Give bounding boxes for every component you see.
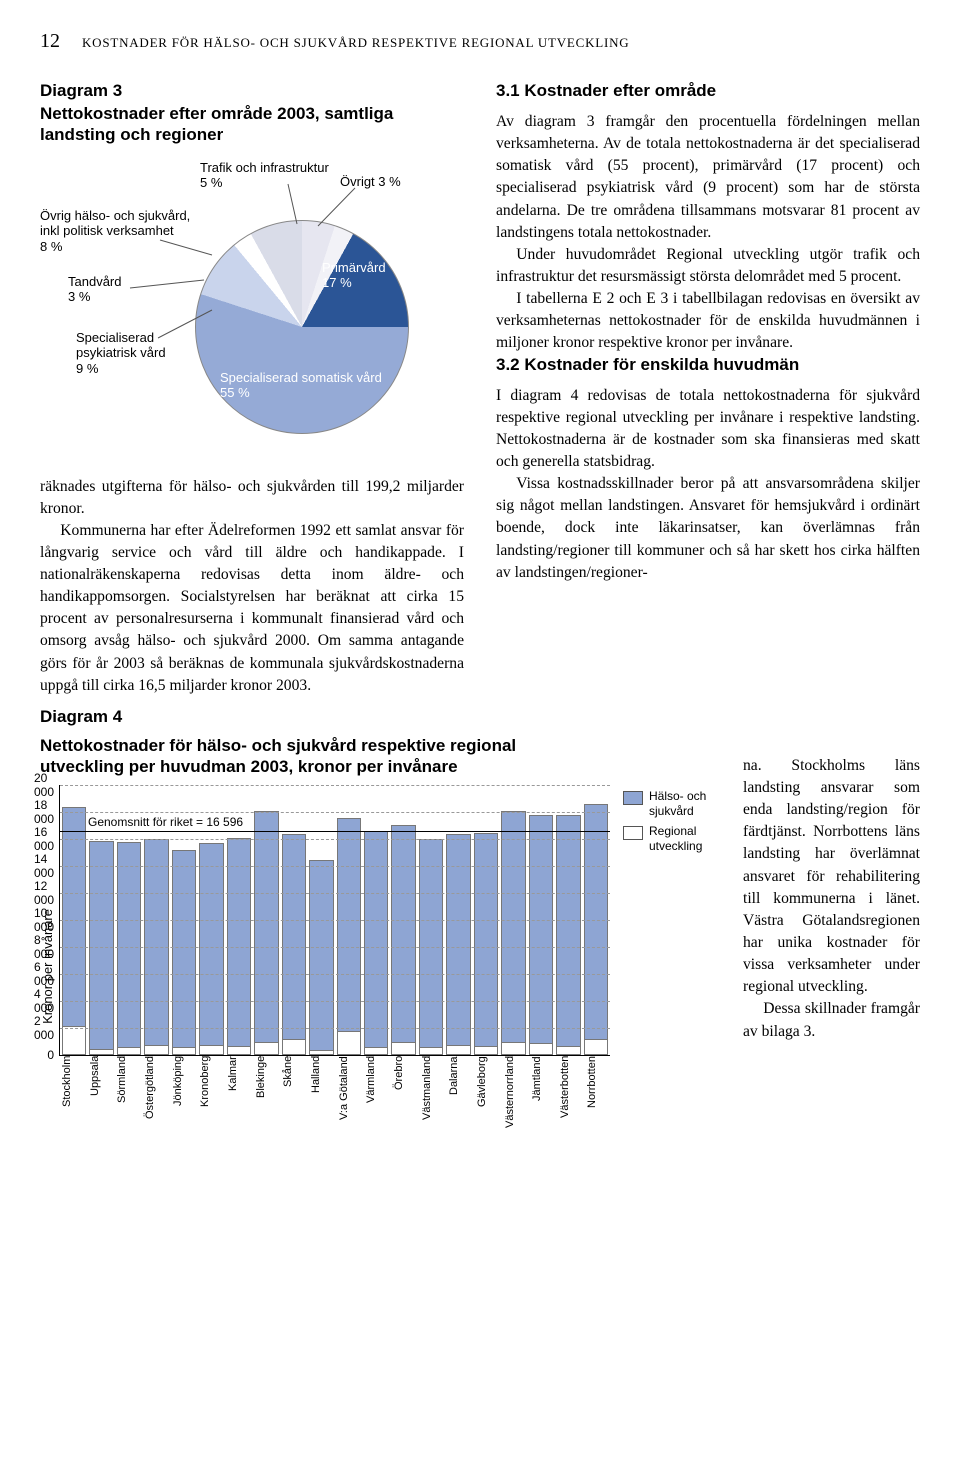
ytick: 12 000 [34,879,60,907]
bar-kronoberg [199,843,223,1055]
section-3-2-tail: na. Stockholms läns landsting ansvarar s… [743,755,920,1043]
bar-j-mtland [529,815,553,1055]
pie-label-primar: Primärvård 17 % [322,260,386,291]
pie-label-psyk: Specialiserad psykiatrisk vård 9 % [76,330,166,377]
bar-v-sternorrland [501,811,525,1055]
pie-disc [195,220,409,434]
diagram4-legend: Hälso- och sjukvård Regional utveckling [623,789,729,1148]
sec31-p3: I tabellerna E 2 och E 3 i tabellbilagan… [496,288,920,354]
section-3-1-body: Av diagram 3 framgår den procentuella fö… [496,111,920,355]
pie-label-ovrigt: Övrigt 3 % [340,174,401,190]
ytick: 10 000 [34,906,60,934]
bar-v-rmland [364,831,388,1055]
sec32-p2tail: na. Stockholms läns landsting ansvarar s… [743,755,920,999]
xlabel: Norrbotten [586,1056,611,1148]
xlabel: Västerbotten [559,1056,584,1148]
pie-label-ovrighs: Övrig hälso- och sjukvård, inkl politisk… [40,208,190,255]
bar-norrbotten [584,804,608,1055]
bar-v-a-g-taland [337,818,361,1056]
xlabel: Uppsala [89,1056,114,1148]
sec32-p1: I diagram 4 redovisas de totala nettokos… [496,385,920,474]
legend-swatch-halso [623,791,643,805]
ytick: 20 000 [34,771,60,799]
section-3-2-heading: 3.2 Kostnader för enskilda huvudmän [496,355,920,375]
diagram3-title: Diagram 3 [40,81,464,101]
xlabel: Skåne [282,1056,307,1148]
xlabel: Västernorrland [504,1056,529,1148]
bar-halland [309,860,333,1056]
sec31-p1: Av diagram 3 framgår den procentuella fö… [496,111,920,244]
xlabel: Värmland [365,1056,390,1148]
pie-label-somatisk: Specialiserad somatisk vård 55 % [220,370,382,401]
diagram3-subtitle: Nettokostnader efter område 2003, samtli… [40,103,464,146]
pie-label-trafik: Trafik och infrastruktur 5 % [200,160,329,191]
xlabel: Blekinge [255,1056,280,1148]
pie-label-tand: Tandvård 3 % [68,274,121,305]
section-3-2-body: I diagram 4 redovisas de totala nettokos… [496,385,920,584]
diagram4-title: Diagram 4 [40,707,729,727]
xlabel: Örebro [393,1056,418,1148]
running-header: 12 KOSTNADER FÖR HÄLSO- OCH SJUKVÅRD RES… [40,30,920,53]
bar-v-sterbotten [556,815,580,1055]
ytick: 18 000 [34,798,60,826]
diagram4-plot: 02 0004 0006 0008 00010 00012 00014 0001… [59,785,610,1056]
bar--rebro [391,825,415,1056]
bar-j-nk-ping [172,850,196,1055]
left-para-2: Kommunerna har efter Ädelreformen 1992 e… [40,520,464,697]
ytick: 4 000 [34,987,60,1015]
xlabel: Östergötland [144,1056,169,1148]
page-number: 12 [40,30,60,53]
ytick: 2 000 [34,1014,60,1042]
xlabel: Dalarna [448,1056,473,1148]
xlabel: Stockholm [61,1056,86,1148]
diagram4-section: Diagram 4 Nettokostnader för hälso- och … [40,707,729,1149]
legend-label-regional: Regional utveckling [649,824,729,853]
bar-stockholm [62,807,86,1055]
xlabel: Gävleborg [476,1056,501,1148]
xlabel: Kronoberg [199,1056,224,1148]
ytick: 16 000 [34,825,60,853]
diagram4-average-label: Genomsnitt för riket = 16 596 [88,815,243,829]
diagram3-pie-chart: Trafik och infrastruktur 5 % Övrigt 3 % … [40,160,440,470]
sec31-p2: Under huvudområdet Regional utveckling u… [496,244,920,288]
ytick: 0 [47,1048,60,1062]
xlabel: Halland [310,1056,335,1148]
legend-label-halso: Hälso- och sjukvård [649,789,729,818]
xlabel: Västmanland [421,1056,446,1148]
ytick: 8 000 [34,933,60,961]
left-body: räknades utgifterna för hälso- och sjukv… [40,476,464,697]
sec32-p2: Vissa kostnadsskillnader beror på att an… [496,473,920,584]
xlabel: Kalmar [227,1056,252,1148]
ytick: 14 000 [34,852,60,880]
diagram4-subtitle: Nettokostnader för hälso- och sjukvård r… [40,735,600,778]
bar-s-rmland [117,842,141,1055]
sec32-p3: Dessa skillnader framgår av bilaga 3. [743,998,920,1042]
section-3-1-heading: 3.1 Kostnader efter område [496,81,920,101]
xlabel: Jämtland [531,1056,556,1148]
xlabel: V:a Götaland [338,1056,363,1148]
bar-blekinge [254,811,278,1055]
legend-swatch-regional [623,826,643,840]
xlabel: Jönköping [172,1056,197,1148]
running-head-text: KOSTNADER FÖR HÄLSO- OCH SJUKVÅRD RESPEK… [82,35,629,51]
ytick: 6 000 [34,960,60,988]
left-para-1: räknades utgifterna för hälso- och sjukv… [40,476,464,520]
xlabel: Sörmland [116,1056,141,1148]
